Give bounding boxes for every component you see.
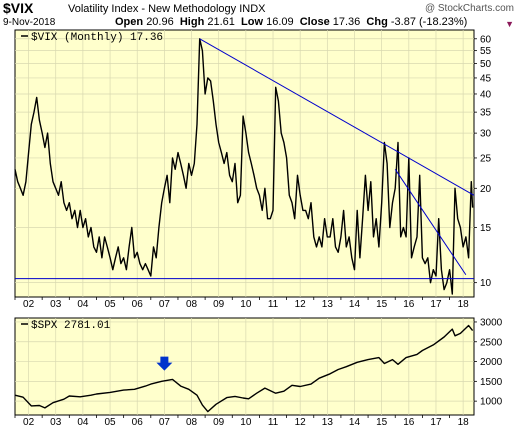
y-tick-label: 2500	[480, 337, 503, 348]
y-tick-label: 55	[480, 46, 492, 57]
x-tick-label: 12	[295, 299, 307, 310]
x-tick-label: 05	[104, 417, 116, 428]
x-tick-label: 03	[50, 299, 62, 310]
y-tick-label: 35	[480, 108, 492, 119]
close-label: Close	[299, 16, 330, 28]
ohlc-readout: Open 20.96 High 21.61 Low 16.09 Close 17…	[115, 16, 467, 28]
x-tick-label: 09	[213, 417, 225, 428]
x-tick-label: 14	[349, 299, 361, 310]
symbol-title: $VIX	[3, 0, 34, 16]
x-tick-label: 18	[458, 299, 470, 310]
x-tick-label: 08	[186, 299, 198, 310]
x-tick-label: 05	[104, 299, 116, 310]
y-tick-label: 40	[480, 89, 492, 100]
x-tick-label: 15	[376, 417, 388, 428]
x-tick-label: 17	[430, 299, 442, 310]
trendline	[394, 169, 467, 276]
x-tick-label: 15	[376, 299, 388, 310]
open-label: Open	[115, 16, 144, 28]
x-tick-label: 10	[240, 417, 252, 428]
high-value: 21.61	[207, 16, 235, 28]
chart-header: $VIX Volatility Index - New Methodology …	[0, 0, 520, 30]
x-tick-label: 16	[403, 299, 415, 310]
y-tick-label: 3000	[480, 317, 503, 328]
x-tick-label: 13	[322, 417, 334, 428]
y-tick-label: 45	[480, 73, 492, 84]
x-tick-label: 06	[132, 417, 144, 428]
legend-label: $SPX 2781.01	[31, 320, 111, 332]
x-tick-label: 02	[23, 417, 35, 428]
y-tick-label: 50	[480, 59, 492, 70]
y-tick-label: 10	[480, 278, 492, 289]
x-tick-label: 04	[77, 417, 89, 428]
x-tick-label: 03	[50, 417, 62, 428]
down-arrow-icon	[156, 356, 173, 371]
chg-label: Chg	[366, 16, 388, 28]
legend-label: $VIX (Monthly) 17.36	[31, 32, 163, 44]
trendline	[199, 38, 475, 196]
x-tick-label: 09	[213, 299, 225, 310]
chg-value: -3.87 (-18.23%)	[390, 16, 468, 28]
x-tick-label: 12	[295, 417, 307, 428]
y-tick-label: 30	[480, 129, 492, 140]
x-tick-label: 17	[430, 417, 442, 428]
close-value: 17.36	[332, 16, 361, 28]
brand-watermark: @ StockCharts.com	[424, 3, 514, 14]
x-tick-label: 16	[403, 417, 415, 428]
y-tick-label: 20	[480, 184, 492, 195]
plot-area-1	[14, 317, 475, 416]
x-tick-label: 11	[268, 299, 279, 310]
plot-area-0	[14, 29, 475, 298]
open-value: 20.96	[146, 16, 174, 28]
x-tick-label: 11	[268, 417, 279, 428]
x-tick-label: 13	[322, 299, 334, 310]
x-tick-label: 14	[349, 417, 361, 428]
y-tick-label: 2000	[480, 357, 503, 368]
change-down-icon: ▼	[505, 19, 514, 29]
low-value: 16.09	[266, 16, 294, 28]
x-tick-label: 07	[159, 417, 171, 428]
x-tick-label: 06	[132, 299, 144, 310]
x-tick-label: 18	[458, 417, 470, 428]
low-label: Low	[241, 16, 264, 28]
quote-date: 9-Nov-2018	[3, 17, 56, 28]
high-label: High	[179, 16, 205, 28]
y-tick-label: 1000	[480, 397, 503, 408]
series-line	[14, 38, 474, 295]
y-tick-label: 1500	[480, 377, 503, 388]
x-tick-label: 07	[159, 299, 171, 310]
symbol-name: Volatility Index - New Methodology INDX	[68, 3, 266, 15]
x-tick-label: 08	[186, 417, 198, 428]
x-tick-label: 02	[23, 299, 35, 310]
x-tick-label: 04	[77, 299, 89, 310]
y-tick-label: 15	[480, 223, 492, 234]
y-tick-label: 60	[480, 34, 492, 45]
series-line	[14, 324, 474, 413]
y-tick-label: 25	[480, 153, 492, 164]
x-tick-label: 10	[240, 299, 252, 310]
